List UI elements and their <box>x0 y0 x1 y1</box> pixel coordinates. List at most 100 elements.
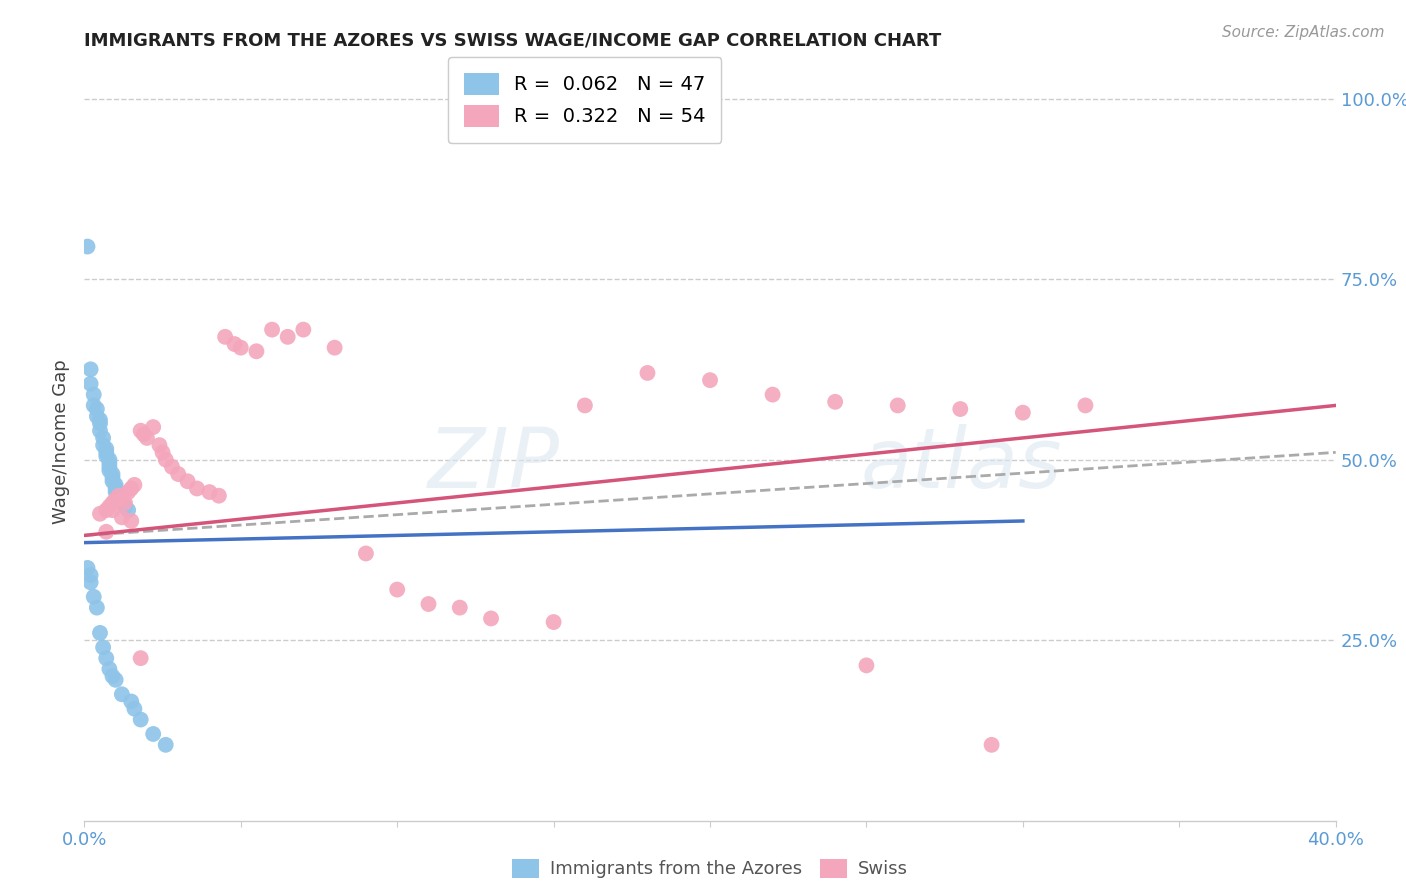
Text: ZIP: ZIP <box>427 424 560 505</box>
Point <box>574 399 596 413</box>
Point <box>104 673 127 687</box>
Point <box>120 514 142 528</box>
Point <box>208 489 231 503</box>
Point <box>86 600 108 615</box>
Point <box>101 669 124 683</box>
Point <box>449 600 471 615</box>
Point <box>543 615 565 629</box>
Point <box>124 702 146 716</box>
Text: IMMIGRANTS FROM THE AZORES VS SWISS WAGE/INCOME GAP CORRELATION CHART: IMMIGRANTS FROM THE AZORES VS SWISS WAGE… <box>84 32 942 50</box>
Point <box>96 442 118 456</box>
Point <box>83 399 105 413</box>
Point <box>176 475 198 489</box>
Point <box>91 438 114 452</box>
Point <box>96 445 118 459</box>
Point <box>155 738 177 752</box>
Point <box>152 445 174 459</box>
Point <box>354 546 377 560</box>
Point <box>277 330 299 344</box>
Point <box>98 452 121 467</box>
Point <box>385 582 409 597</box>
Point <box>76 561 98 575</box>
Point <box>129 651 152 665</box>
Point <box>117 503 139 517</box>
Point <box>104 482 127 496</box>
Point <box>89 417 111 431</box>
Point <box>418 597 440 611</box>
Point <box>101 467 124 481</box>
Point <box>980 738 1002 752</box>
Point <box>101 503 124 517</box>
Point <box>111 510 134 524</box>
Point <box>98 500 121 514</box>
Point <box>198 485 221 500</box>
Point <box>79 376 101 391</box>
Point <box>855 658 877 673</box>
Point <box>117 485 139 500</box>
Point <box>79 362 101 376</box>
Point <box>136 431 159 445</box>
Point <box>160 459 183 474</box>
Point <box>107 489 129 503</box>
Point <box>98 456 121 470</box>
Point <box>96 651 118 665</box>
Point <box>79 568 101 582</box>
Point <box>101 496 124 510</box>
Point <box>479 611 502 625</box>
Point <box>98 463 121 477</box>
Point <box>89 626 111 640</box>
Point <box>1074 399 1097 413</box>
Point <box>114 500 136 514</box>
Point <box>111 496 134 510</box>
Point <box>91 640 114 655</box>
Y-axis label: Wage/Income Gap: Wage/Income Gap <box>52 359 70 524</box>
Point <box>101 475 124 489</box>
Point <box>292 323 315 337</box>
Point <box>887 399 910 413</box>
Point <box>155 452 177 467</box>
Point <box>96 449 118 463</box>
Point <box>186 482 208 496</box>
Point <box>89 507 111 521</box>
Point <box>91 431 114 445</box>
Point <box>114 496 136 510</box>
Point <box>762 387 785 401</box>
Point <box>111 492 134 507</box>
Point <box>214 330 236 344</box>
Point <box>262 323 284 337</box>
Point <box>83 387 105 401</box>
Point <box>229 341 252 355</box>
Point <box>245 344 267 359</box>
Point <box>104 492 127 507</box>
Point <box>323 341 346 355</box>
Point <box>132 427 155 442</box>
Point <box>949 402 972 417</box>
Point <box>167 467 190 481</box>
Point <box>637 366 659 380</box>
Point <box>224 337 246 351</box>
Point <box>142 727 165 741</box>
Point <box>96 524 118 539</box>
Point <box>107 489 129 503</box>
Point <box>142 420 165 434</box>
Point <box>124 478 146 492</box>
Point <box>89 424 111 438</box>
Point <box>98 459 121 474</box>
Point <box>89 413 111 427</box>
Point <box>120 482 142 496</box>
Point <box>86 409 108 424</box>
Point <box>86 402 108 417</box>
Point <box>96 503 118 517</box>
Point <box>98 662 121 676</box>
Point <box>104 485 127 500</box>
Text: atlas: atlas <box>860 424 1062 505</box>
Point <box>120 694 142 708</box>
Point <box>107 492 129 507</box>
Point <box>129 713 152 727</box>
Text: Source: ZipAtlas.com: Source: ZipAtlas.com <box>1222 25 1385 40</box>
Point <box>104 478 127 492</box>
Point <box>824 394 846 409</box>
Point <box>129 424 152 438</box>
Point <box>111 687 134 701</box>
Point <box>1012 406 1035 420</box>
